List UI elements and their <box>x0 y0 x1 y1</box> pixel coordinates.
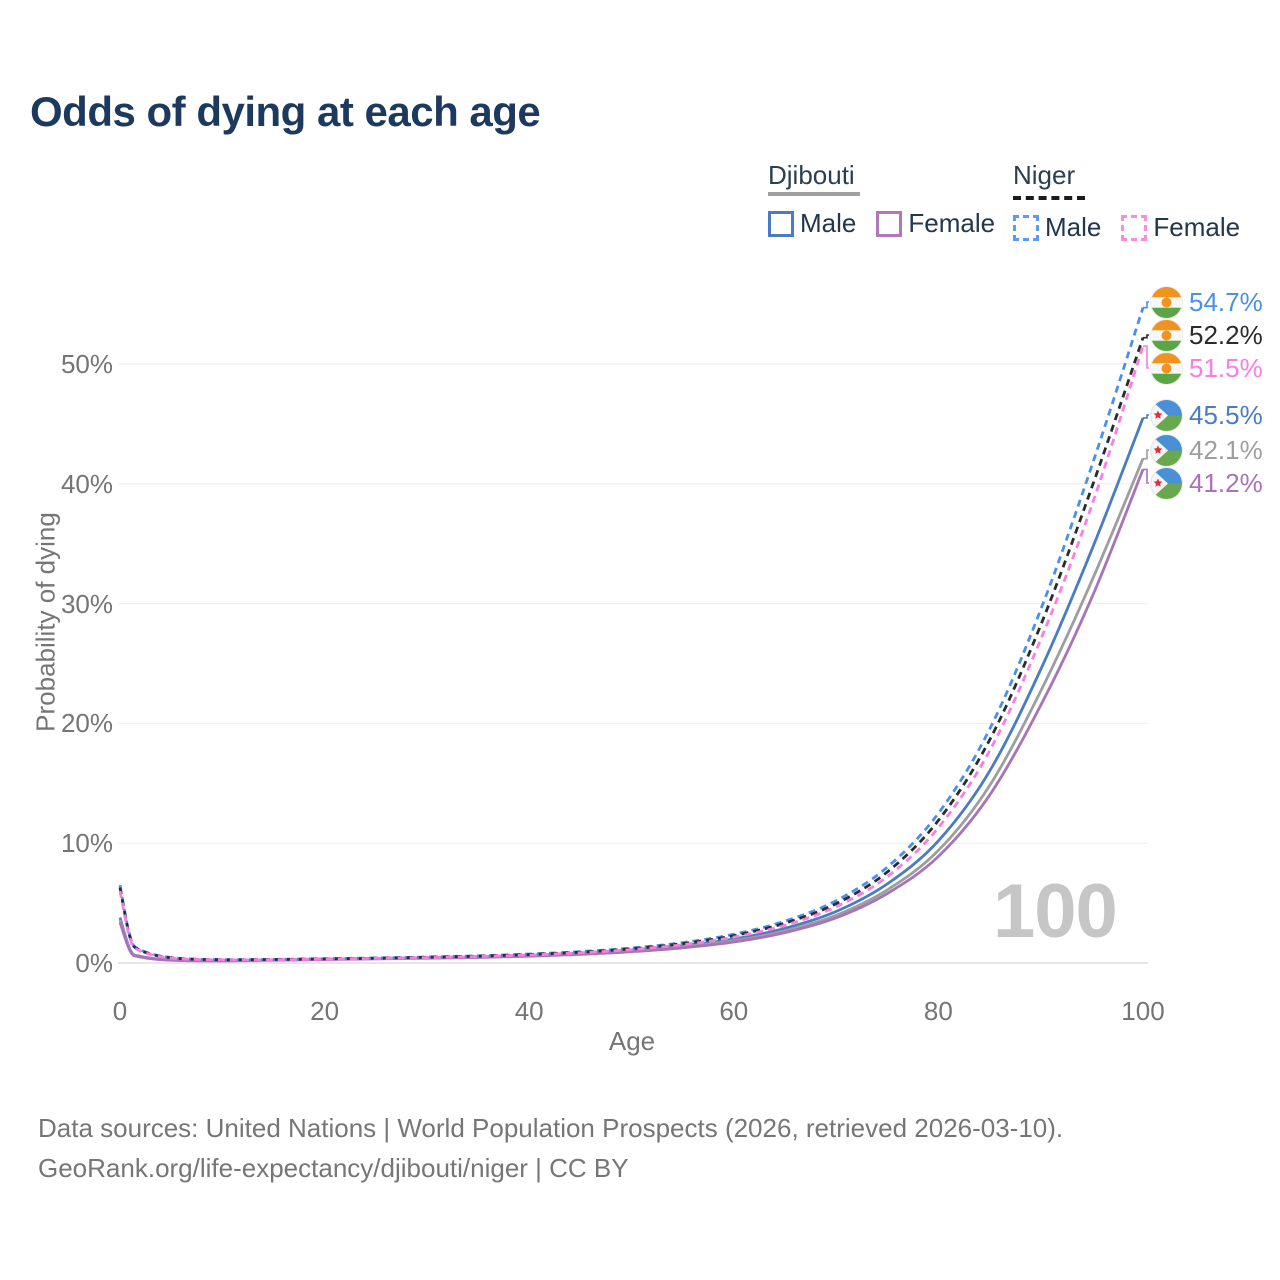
data-sources-footer: Data sources: United Nations | World Pop… <box>38 1108 1063 1188</box>
end-label-djibouti-male[interactable]: 45.5% <box>1150 399 1263 432</box>
male-solid-swatch-icon <box>768 210 794 237</box>
legend-group-djibouti: Djibouti Male Female <box>768 162 1015 239</box>
legend-underline-solid <box>768 192 860 196</box>
end-value-label: 45.5% <box>1189 400 1263 430</box>
y-tick-40: 40% <box>60 468 113 499</box>
age-watermark: 100 <box>993 869 1118 954</box>
legend-title-niger: Niger <box>1013 160 1076 190</box>
x-axis-title: Age <box>608 1026 656 1056</box>
end-label-djibouti-female[interactable]: 41.2% <box>1150 467 1263 500</box>
y-tick-0: 0% <box>75 948 113 978</box>
x-tick-80: 80 <box>923 996 953 1026</box>
end-value-label: 41.2% <box>1189 468 1263 498</box>
djibouti-flag-icon <box>1150 467 1183 500</box>
legend-label: Male <box>800 208 857 238</box>
djibouti-flag-icon <box>1150 399 1183 432</box>
x-tick-20: 20 <box>310 996 340 1026</box>
niger-flag-icon <box>1150 319 1183 352</box>
legend-underline-dashed <box>1013 192 1085 200</box>
footer-line-attribution: GeoRank.org/life-expectancy/djibouti/nig… <box>38 1153 629 1183</box>
end-value-label: 54.7% <box>1189 287 1263 317</box>
female-dashed-swatch-icon <box>1121 214 1148 241</box>
legend-label: Female <box>1153 212 1241 242</box>
male-dashed-swatch-icon <box>1013 214 1039 241</box>
legend-item-niger-male[interactable]: Male <box>1013 212 1101 243</box>
djibouti-flag-icon <box>1150 434 1183 467</box>
legend-item-djibouti-male[interactable]: Male <box>768 208 856 239</box>
y-tick-30: 30% <box>60 588 113 619</box>
y-tick-20: 20% <box>60 708 113 739</box>
x-tick-40: 40 <box>514 996 544 1026</box>
legend-label: Female <box>908 208 996 238</box>
y-tick-10: 10% <box>60 828 113 859</box>
end-value-label: 52.2% <box>1189 320 1263 350</box>
female-solid-swatch-icon <box>876 210 903 237</box>
x-tick-60: 60 <box>719 996 749 1026</box>
end-value-label: 42.1% <box>1189 435 1263 465</box>
end-label-niger-female[interactable]: 51.5% <box>1150 352 1263 385</box>
legend-item-djibouti-female[interactable]: Female <box>876 208 995 239</box>
end-label-niger-both[interactable]: 52.2% <box>1150 319 1263 352</box>
legend-item-niger-female[interactable]: Female <box>1121 212 1240 243</box>
y-axis-title: Probability of dying <box>30 512 61 732</box>
end-label-djibouti-both[interactable]: 42.1% <box>1150 434 1263 467</box>
end-value-label: 51.5% <box>1189 353 1263 383</box>
niger-flag-icon <box>1150 352 1183 385</box>
legend-title-djibouti: Djibouti <box>768 160 855 190</box>
y-tick-50: 50% <box>60 349 113 379</box>
legend-group-niger: Niger Male Female <box>1013 162 1260 243</box>
x-tick-100: 100 <box>1121 996 1165 1026</box>
x-tick-0: 0 <box>112 996 128 1026</box>
page-title: Odds of dying at each age <box>30 88 541 135</box>
footer-line-sources: Data sources: United Nations | World Pop… <box>38 1113 1064 1143</box>
end-label-niger-male[interactable]: 54.7% <box>1150 286 1263 319</box>
niger-flag-icon <box>1150 286 1183 319</box>
legend-label: Male <box>1045 212 1102 242</box>
